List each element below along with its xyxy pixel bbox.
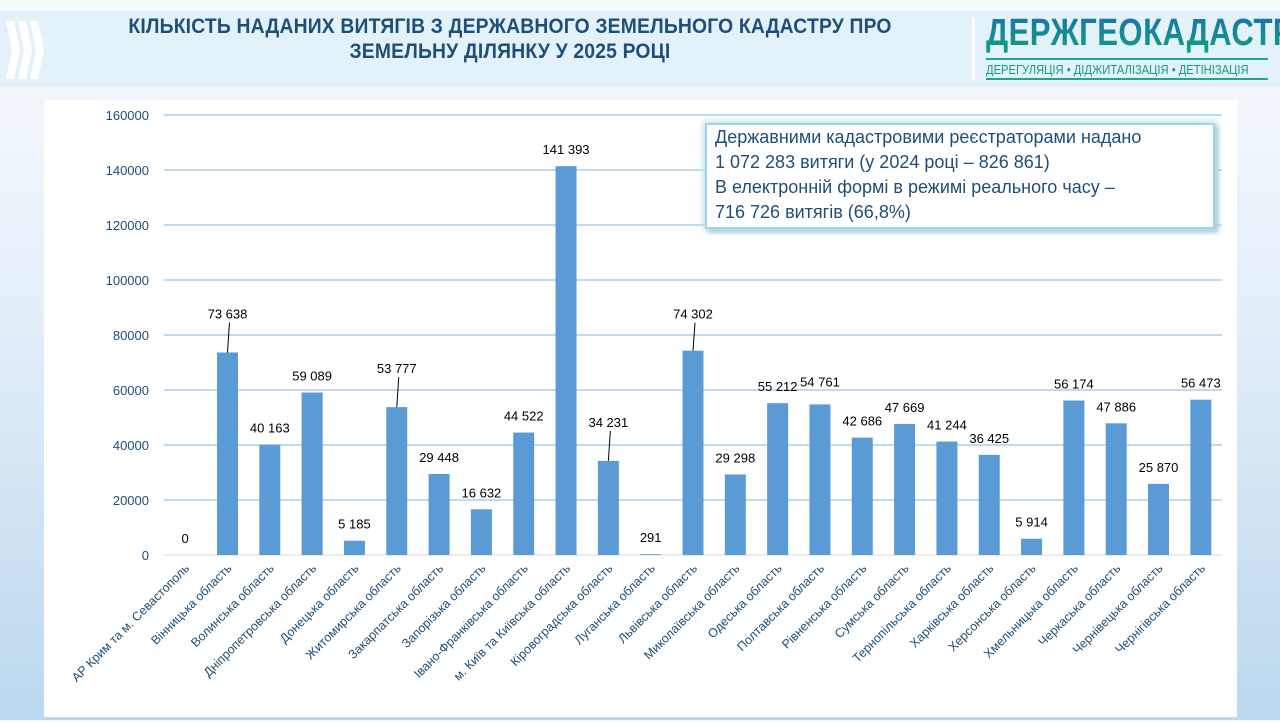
data-label: 53 777 xyxy=(377,361,417,376)
logo-divider xyxy=(972,18,975,80)
x-tick-label: Львівська область xyxy=(615,561,700,646)
y-tick-label: 0 xyxy=(142,548,149,563)
bar xyxy=(428,474,450,555)
logo-rule xyxy=(986,78,1268,80)
bar xyxy=(936,441,958,555)
callout-line: 716 726 витягів (66,8%) xyxy=(715,202,911,222)
x-tick-label: Донецька область xyxy=(277,561,362,646)
bar xyxy=(978,454,1000,555)
bar xyxy=(386,407,408,555)
bar xyxy=(1105,423,1127,555)
bar xyxy=(1021,538,1043,555)
y-tick-label: 140000 xyxy=(106,163,149,178)
leader-line xyxy=(396,377,400,408)
data-label: 59 089 xyxy=(292,369,332,384)
bar xyxy=(259,444,281,555)
data-label: 36 425 xyxy=(969,431,1009,446)
data-label: 29 448 xyxy=(419,450,459,465)
data-label: 34 231 xyxy=(588,415,628,430)
data-label: 5 185 xyxy=(338,517,371,532)
data-label: 47 669 xyxy=(885,400,925,415)
header-band xyxy=(0,11,1280,87)
x-tick-label: Вінницька область xyxy=(148,561,234,647)
title-line-1: КІЛЬКІСТЬ НАДАНИХ ВИТЯГІВ З ДЕРЖАВНОГО З… xyxy=(128,15,892,38)
y-tick-label: 60000 xyxy=(113,383,149,398)
data-label: 25 870 xyxy=(1139,460,1179,475)
data-label: 141 393 xyxy=(543,142,590,157)
page-title: КІЛЬКІСТЬ НАДАНИХ ВИТЯГІВ З ДЕРЖАВНОГО З… xyxy=(96,14,924,64)
bar xyxy=(1190,399,1212,555)
data-label: 40 163 xyxy=(250,421,290,436)
data-label: 5 914 xyxy=(1015,515,1048,530)
data-label: 16 632 xyxy=(462,485,502,500)
data-label: 54 761 xyxy=(800,374,840,389)
logo-tagline: ДЕРЕГУЛЯЦІЯ • ДІДЖИТАЛІЗАЦІЯ • ДЕТІНІЗАЦ… xyxy=(986,62,1249,77)
bar xyxy=(343,540,365,555)
bar xyxy=(470,509,492,555)
data-label: 55 212 xyxy=(758,379,798,394)
data-label: 29 298 xyxy=(715,450,755,465)
leader-line xyxy=(692,322,696,351)
data-label: 0 xyxy=(182,531,189,546)
bar-chart: 0 20000 40000 60000 80000 100000 120000 140000 1… xyxy=(69,108,1222,685)
x-tick-label: Сумська область xyxy=(832,561,912,641)
bar xyxy=(513,432,535,555)
logo-rule xyxy=(986,58,1268,60)
data-label: 41 244 xyxy=(927,418,967,433)
y-tick-label: 20000 xyxy=(113,493,149,508)
bar xyxy=(724,474,746,555)
x-tick-label: Луганська область xyxy=(572,561,658,647)
data-label: 74 302 xyxy=(673,307,713,322)
bar xyxy=(640,554,662,555)
callout-line: В електронній формі в режимі реального ч… xyxy=(715,177,1115,197)
bar xyxy=(809,404,831,555)
bar xyxy=(851,437,873,555)
y-tick-label: 160000 xyxy=(106,108,149,123)
callout-line: 1 072 283 витяги (у 2024 році – 826 861) xyxy=(715,152,1050,172)
bar xyxy=(894,423,916,555)
bar xyxy=(597,460,619,555)
callout-line: Державними кадастровими реєстраторами на… xyxy=(715,127,1142,147)
x-tick-label: Одеська область xyxy=(705,561,785,641)
bar xyxy=(682,350,704,555)
leader-line xyxy=(607,430,611,461)
y-tick-label: 80000 xyxy=(113,328,149,343)
data-label: 56 174 xyxy=(1054,377,1094,392)
data-label: 42 686 xyxy=(842,414,882,429)
y-tick-label: 40000 xyxy=(113,438,149,453)
data-label: 73 638 xyxy=(208,306,248,321)
bar xyxy=(301,392,323,555)
bar xyxy=(555,166,577,555)
y-tick-label: 120000 xyxy=(106,218,149,233)
leader-line xyxy=(226,322,230,353)
data-label: 47 886 xyxy=(1096,399,1136,414)
summary-callout: Державними кадастровими реєстраторами на… xyxy=(705,123,1215,229)
chevrons-icon xyxy=(6,21,44,79)
data-label: 291 xyxy=(640,530,662,545)
data-label: 44 522 xyxy=(504,409,544,424)
y-tick-label: 100000 xyxy=(106,273,149,288)
bar xyxy=(216,352,238,555)
title-line-2: ЗЕМЕЛЬНУ ДІЛЯНКУ У 2025 РОЦІ xyxy=(349,40,671,63)
data-label: 56 473 xyxy=(1181,376,1221,391)
x-tick-label: Черкаська область xyxy=(1036,561,1124,649)
bar xyxy=(1063,400,1085,555)
bar xyxy=(767,403,789,555)
bar xyxy=(1148,483,1170,555)
logo: ДЕРЖГЕОКАДАСТР xyxy=(986,12,1280,55)
